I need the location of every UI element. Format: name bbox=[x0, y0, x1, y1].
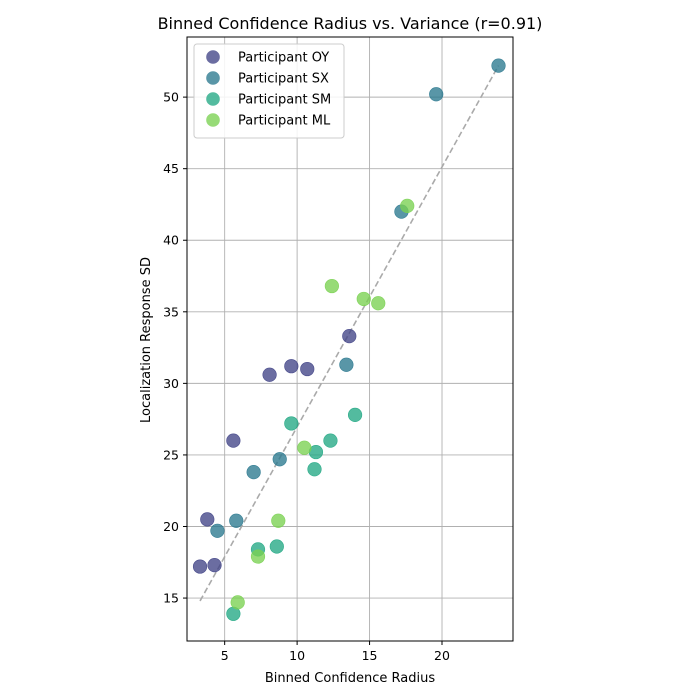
series-4 bbox=[230, 198, 415, 610]
x-tick-label: 10 bbox=[289, 648, 305, 663]
series-2 bbox=[210, 58, 506, 538]
data-point bbox=[371, 296, 386, 311]
data-point bbox=[272, 452, 287, 467]
legend-marker bbox=[206, 113, 220, 127]
data-point bbox=[269, 539, 284, 554]
plot-area-frame bbox=[186, 36, 514, 642]
legend-entry-label: Participant ML bbox=[238, 114, 331, 129]
series-1 bbox=[192, 329, 357, 574]
data-point bbox=[339, 357, 354, 372]
data-point bbox=[324, 278, 339, 294]
axis-ticks: 5 10 15 20 15 20 25 30 35 40 45 50 bbox=[163, 90, 450, 663]
legend-marker bbox=[206, 71, 220, 85]
data-point bbox=[323, 433, 338, 448]
data-point bbox=[307, 462, 322, 477]
data-point bbox=[300, 361, 315, 377]
x-tick-label: 15 bbox=[362, 648, 378, 663]
legend-entry-label: Participant OY bbox=[238, 51, 329, 66]
data-point bbox=[207, 558, 222, 573]
y-tick-label: 30 bbox=[163, 376, 179, 391]
data-point bbox=[230, 595, 245, 610]
x-axis-label: Binned Confidence Radius bbox=[265, 671, 435, 686]
legend-entry-label: Participant SM bbox=[238, 93, 331, 108]
series-3 bbox=[226, 407, 363, 621]
data-point bbox=[250, 549, 266, 564]
y-tick-label: 35 bbox=[163, 304, 179, 319]
y-tick-label: 20 bbox=[163, 519, 179, 534]
data-point bbox=[491, 58, 506, 73]
legend: Participant OY Participant SX Participant … bbox=[193, 43, 345, 139]
data-point bbox=[210, 523, 225, 538]
data-point bbox=[229, 513, 244, 528]
y-tick-label: 45 bbox=[163, 161, 179, 176]
chart-title: Binned Confidence Radius vs. Variance (r… bbox=[158, 14, 543, 33]
data-point bbox=[342, 329, 357, 344]
legend-marker bbox=[206, 92, 220, 106]
data-point bbox=[200, 512, 215, 527]
legend-entry-label: Participant SX bbox=[238, 72, 329, 87]
data-point bbox=[262, 367, 277, 382]
data-point bbox=[429, 87, 444, 102]
y-tick-label: 50 bbox=[163, 90, 179, 105]
y-tick-label: 15 bbox=[163, 591, 179, 606]
x-tick-label: 20 bbox=[434, 648, 450, 663]
y-tick-label: 25 bbox=[163, 447, 179, 462]
data-point bbox=[297, 440, 312, 455]
legend-marker bbox=[206, 50, 220, 64]
data-point bbox=[226, 433, 241, 448]
data-point bbox=[192, 559, 208, 574]
data-point bbox=[400, 198, 415, 213]
data-point bbox=[347, 407, 363, 422]
data-point bbox=[246, 465, 261, 480]
legend-box bbox=[193, 43, 345, 139]
data-point bbox=[271, 513, 286, 528]
data-point bbox=[284, 359, 299, 374]
data-points bbox=[192, 58, 506, 621]
x-tick-label: 5 bbox=[221, 648, 229, 663]
y-tick-label: 40 bbox=[163, 233, 179, 248]
y-axis-label: Localization Response SD bbox=[139, 257, 154, 423]
data-point bbox=[356, 291, 371, 307]
data-point bbox=[284, 416, 299, 431]
